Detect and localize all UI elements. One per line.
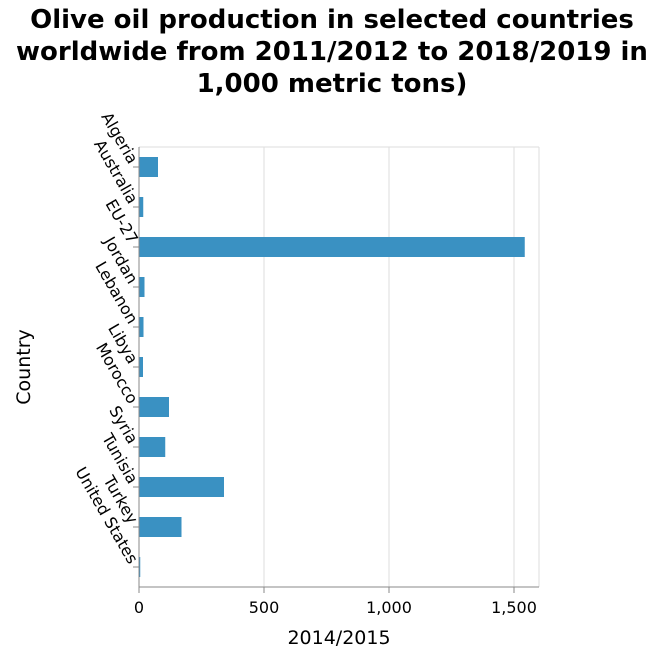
bar-australia xyxy=(139,197,144,217)
bar-algeria xyxy=(139,157,158,177)
bar-lebanon xyxy=(139,317,144,337)
bar-libya xyxy=(139,357,143,377)
gridlines xyxy=(138,146,540,587)
bar-united-states xyxy=(139,557,141,577)
bars xyxy=(139,157,525,577)
bar-tunisia xyxy=(139,477,224,497)
bar-morocco xyxy=(139,397,169,417)
chart-title: Olive oil production in selected countri… xyxy=(16,5,648,99)
bar-syria xyxy=(139,437,166,457)
bar-jordan xyxy=(139,277,145,297)
x-tick-label: 500 xyxy=(249,598,280,617)
x-tick-label: 1,500 xyxy=(491,598,537,617)
bar-turkey xyxy=(139,517,182,537)
x-axis-title: 2014/2015 xyxy=(287,627,390,649)
x-tick-label: 0 xyxy=(134,598,144,617)
bar-eu-27 xyxy=(139,237,525,257)
x-tick-label: 1,000 xyxy=(366,598,412,617)
y-axis-title: Country xyxy=(13,329,35,404)
